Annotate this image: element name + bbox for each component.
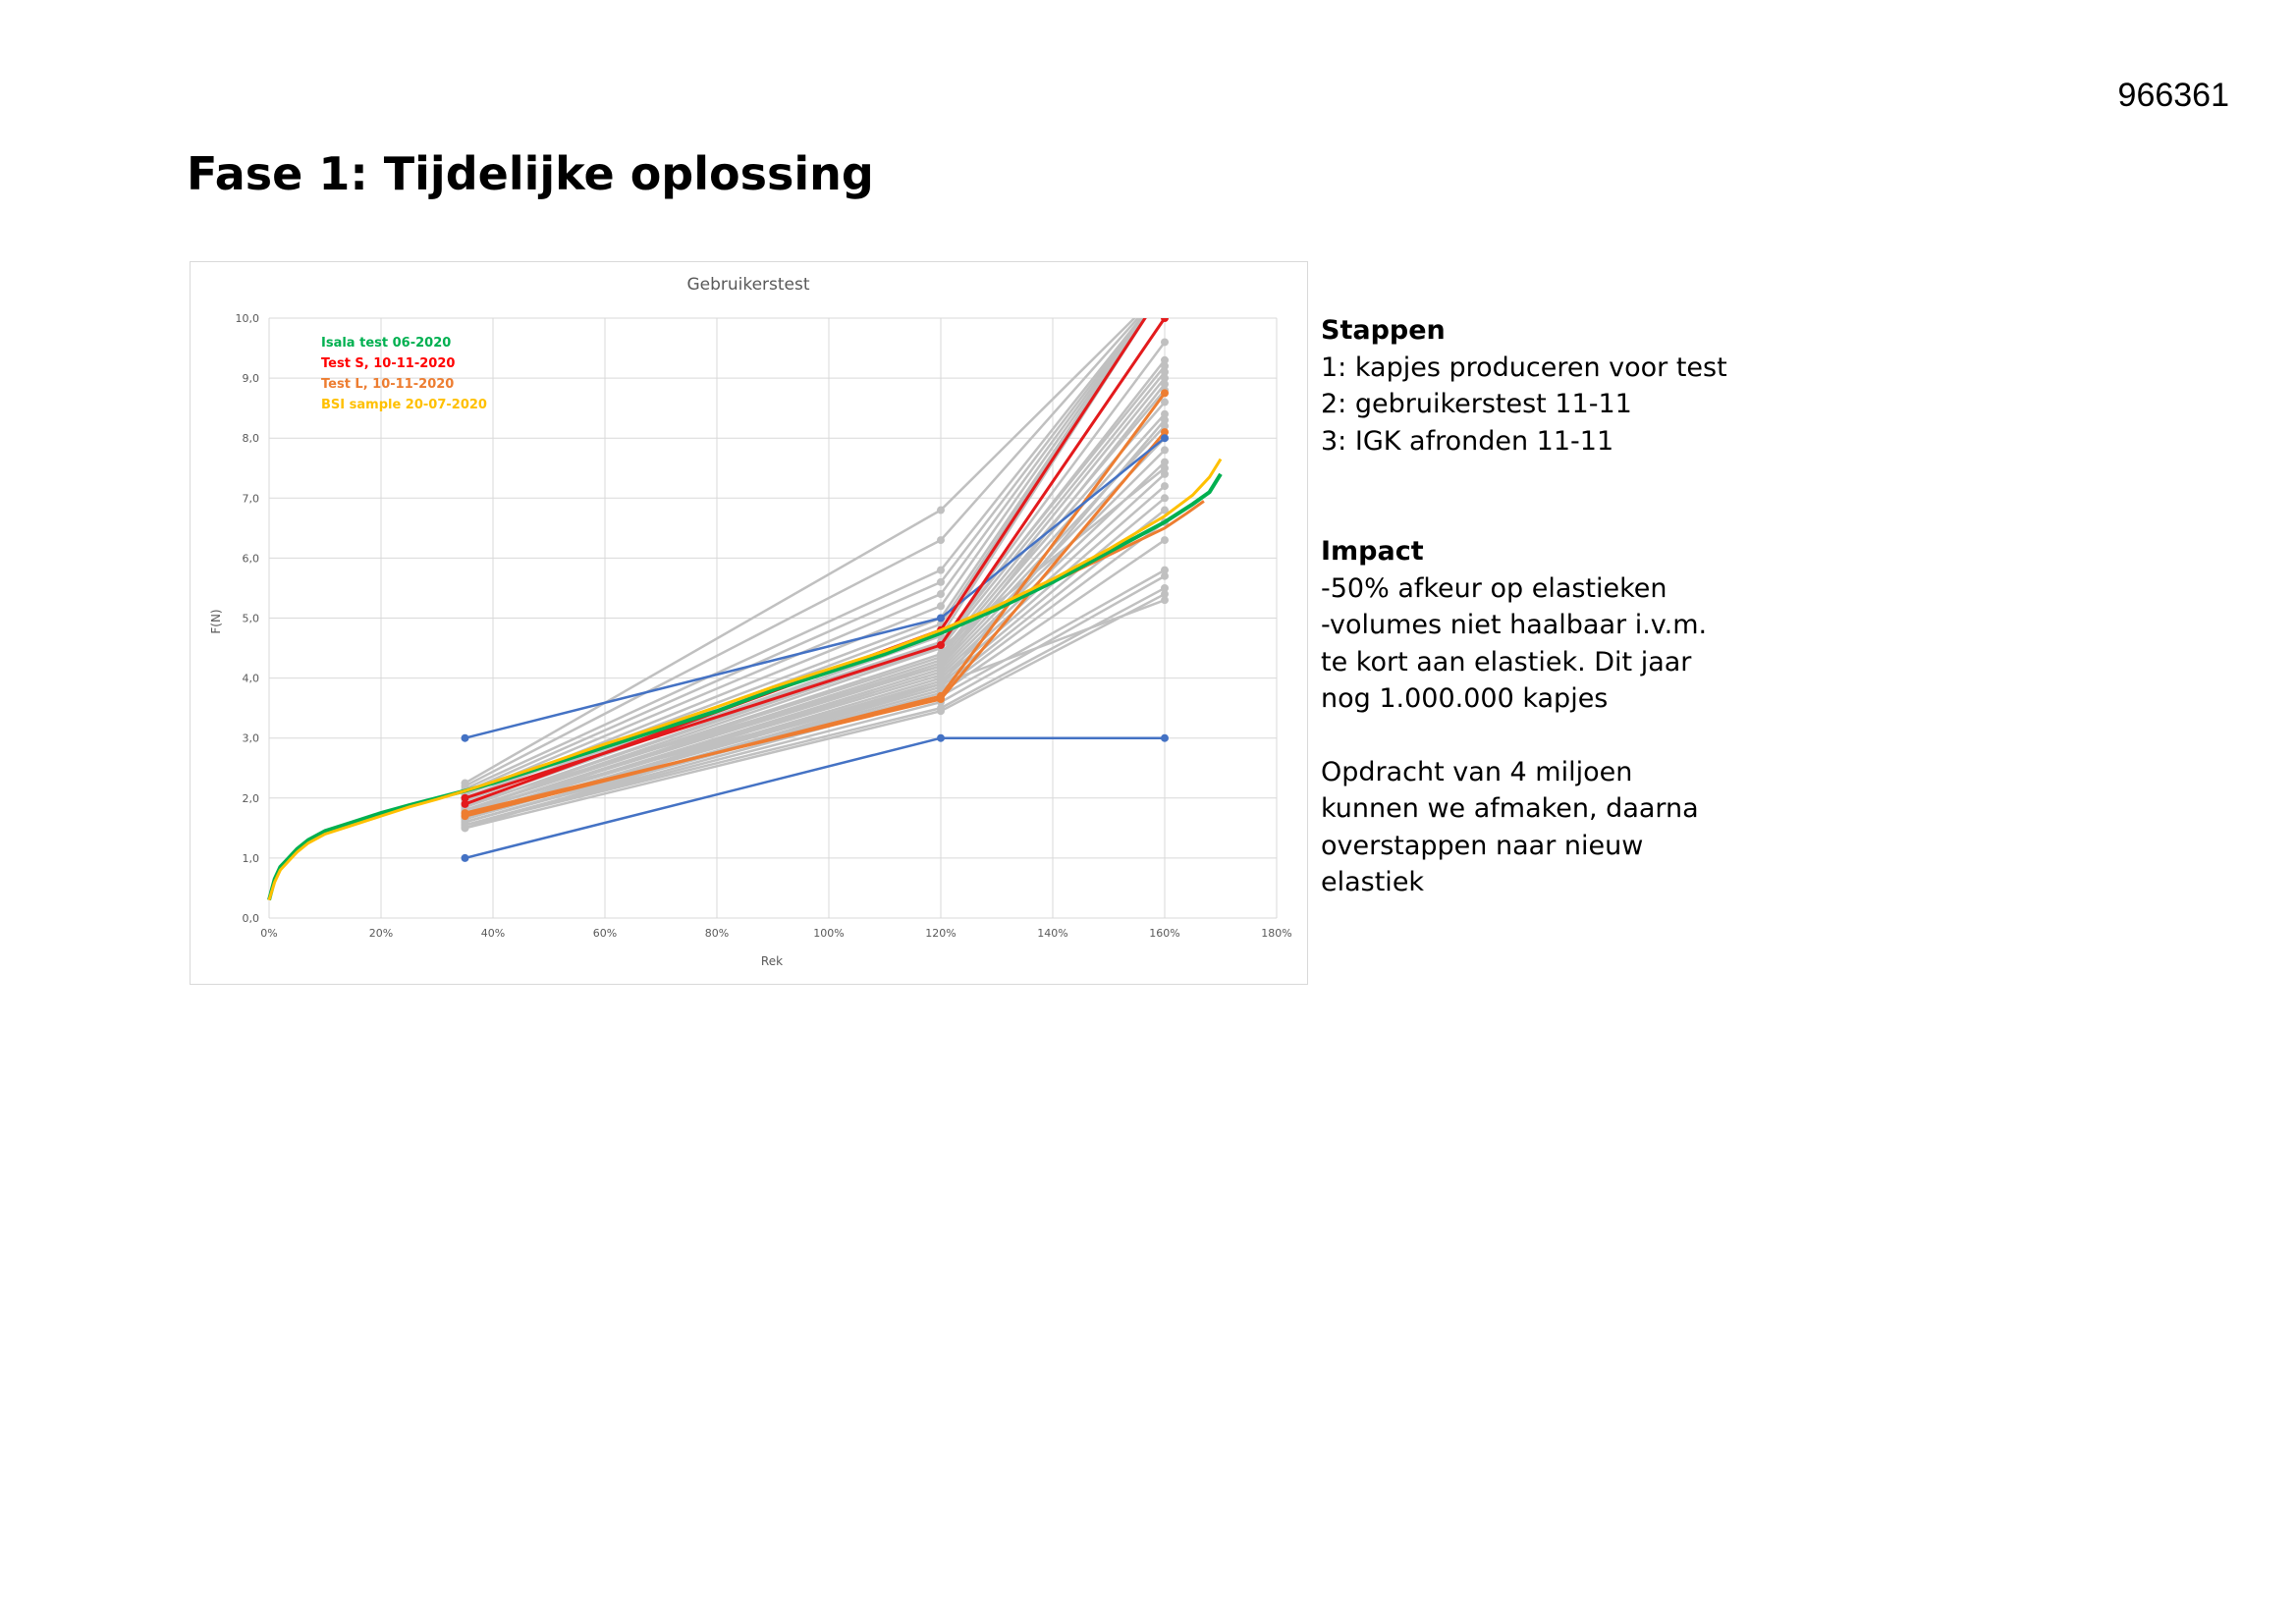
red-series-point: [461, 793, 469, 802]
legend-entry: Isala test 06-2020: [321, 336, 451, 351]
orange-series-point: [1161, 389, 1169, 398]
y-tick-label: 5,0: [243, 613, 260, 625]
side-panel: Stappen 1: kapjes produceren voor test 2…: [1321, 312, 1831, 901]
y-tick-label: 7,0: [243, 492, 260, 505]
x-tick-label: 100%: [813, 927, 844, 940]
legend-entry: Test L, 10-11-2020: [321, 377, 454, 392]
x-tick-label: 140%: [1037, 927, 1067, 940]
chart-axes: 0% 20% 40% 60% 80% 100% 120% 140% 160% 180% 0,0 1,0…: [236, 312, 1292, 940]
y-tick-label: 9,0: [243, 372, 260, 385]
blue-series-point: [937, 733, 945, 742]
grey-series-point: [1161, 536, 1169, 545]
grey-series-point: [1161, 361, 1169, 370]
grey-series-point: [1161, 463, 1169, 472]
impact-line: -volumes niet haalbaar i.v.m.: [1321, 610, 1708, 640]
grey-series-point: [1161, 374, 1169, 383]
note-line: overstappen naar nieuw: [1321, 830, 1644, 861]
x-tick-label: 0%: [260, 927, 277, 940]
orange-series-point: [461, 809, 469, 818]
grey-series-point: [937, 662, 945, 671]
grey-series-point: [1161, 415, 1169, 424]
blue-series-point: [937, 614, 945, 623]
grey-series-point: [1161, 469, 1169, 478]
note-line: elastiek: [1321, 867, 1425, 897]
impact-heading: Impact: [1321, 536, 1424, 567]
grey-series-point: [1161, 494, 1169, 503]
step-item: 1: kapjes produceren voor test: [1321, 352, 1727, 383]
grey-series-point: [1161, 506, 1169, 514]
grey-series-point: [937, 707, 945, 716]
note-line: kunnen we afmaken, daarna: [1321, 793, 1699, 824]
y-axis-label: F(N): [209, 609, 223, 633]
x-tick-label: 180%: [1261, 927, 1291, 940]
x-tick-label: 20%: [369, 927, 393, 940]
grey-series-point: [1161, 355, 1169, 364]
x-tick-label: 120%: [925, 927, 956, 940]
red-series-point: [1161, 318, 1169, 322]
impact-line: te kort aan elastiek. Dit jaar: [1321, 646, 1692, 677]
y-tick-label: 8,0: [243, 432, 260, 445]
grey-series-point: [1161, 583, 1169, 592]
grey-series-point: [1161, 566, 1169, 574]
blue-series-point: [461, 733, 469, 742]
step-item: 3: IGK afronden 11-11: [1321, 425, 1614, 457]
legend-entry: BSI sample 20-07-2020: [321, 398, 487, 412]
impact-line: nog 1.000.000 kapjes: [1321, 683, 1609, 714]
grey-series-point: [1161, 458, 1169, 466]
chart-series: [267, 318, 1223, 901]
slide-title: Fase 1: Tijdelijke oplossing: [187, 147, 874, 200]
document-id: 966361: [2117, 77, 2229, 114]
red-series-point: [461, 799, 469, 808]
x-tick-label: 160%: [1149, 927, 1179, 940]
grey-series-point: [1161, 482, 1169, 491]
orange-series-point: [937, 694, 945, 703]
note-line: Opdracht van 4 miljoen: [1321, 756, 1633, 787]
y-tick-label: 2,0: [243, 792, 260, 805]
impact-line: -50% afkeur op elastieken: [1321, 572, 1667, 604]
grey-series-point: [1161, 398, 1169, 406]
grey-series-point: [1161, 409, 1169, 418]
green-curve: [267, 472, 1223, 901]
grey-series-point: [937, 566, 945, 574]
blue-series-point: [461, 853, 469, 862]
x-tick-label: 80%: [705, 927, 729, 940]
step-item: 2: gebruikerstest 11-11: [1321, 389, 1632, 419]
chart-legend: Isala test 06-2020 Test S, 10-11-2020 Test…: [321, 336, 487, 412]
grey-series-point: [937, 679, 945, 688]
grey-series-point: [937, 590, 945, 599]
y-tick-label: 6,0: [243, 552, 260, 565]
grey-series-point: [937, 506, 945, 514]
grey-series-point: [1161, 338, 1169, 347]
x-axis-label: Rek: [761, 954, 783, 968]
grey-series-point: [461, 824, 469, 833]
orange-series-point: [1161, 428, 1169, 437]
grey-series-point: [1161, 596, 1169, 605]
y-tick-label: 1,0: [243, 852, 260, 865]
grey-series-point: [1161, 446, 1169, 455]
yellow-curve: [267, 458, 1223, 901]
grey-series-point: [937, 577, 945, 586]
y-tick-label: 4,0: [243, 673, 260, 685]
y-tick-label: 3,0: [243, 732, 260, 745]
chart-title: Gebruikerstest: [686, 275, 809, 295]
grey-series-point: [1161, 380, 1169, 389]
chart-svg: 0% 20% 40% 60% 80% 100% 120% 140% 160% 180% 0,0 1,0…: [209, 275, 1292, 968]
chart-frame: 0% 20% 40% 60% 80% 100% 120% 140% 160% 180% 0,0 1,0…: [190, 261, 1308, 985]
grey-series-point: [1161, 571, 1169, 580]
x-tick-label: 40%: [481, 927, 505, 940]
grey-series-point: [1161, 590, 1169, 599]
blue-series-point: [1161, 434, 1169, 443]
x-tick-label: 60%: [593, 927, 617, 940]
grey-series-point: [937, 536, 945, 545]
grey-series-point: [937, 602, 945, 611]
y-tick-label: 10,0: [236, 312, 260, 325]
legend-entry: Test S, 10-11-2020: [321, 356, 455, 371]
red-series-point: [937, 640, 945, 649]
y-tick-label: 0,0: [243, 912, 260, 925]
steps-heading: Stappen: [1321, 315, 1446, 346]
blue-series-point: [1161, 733, 1169, 742]
